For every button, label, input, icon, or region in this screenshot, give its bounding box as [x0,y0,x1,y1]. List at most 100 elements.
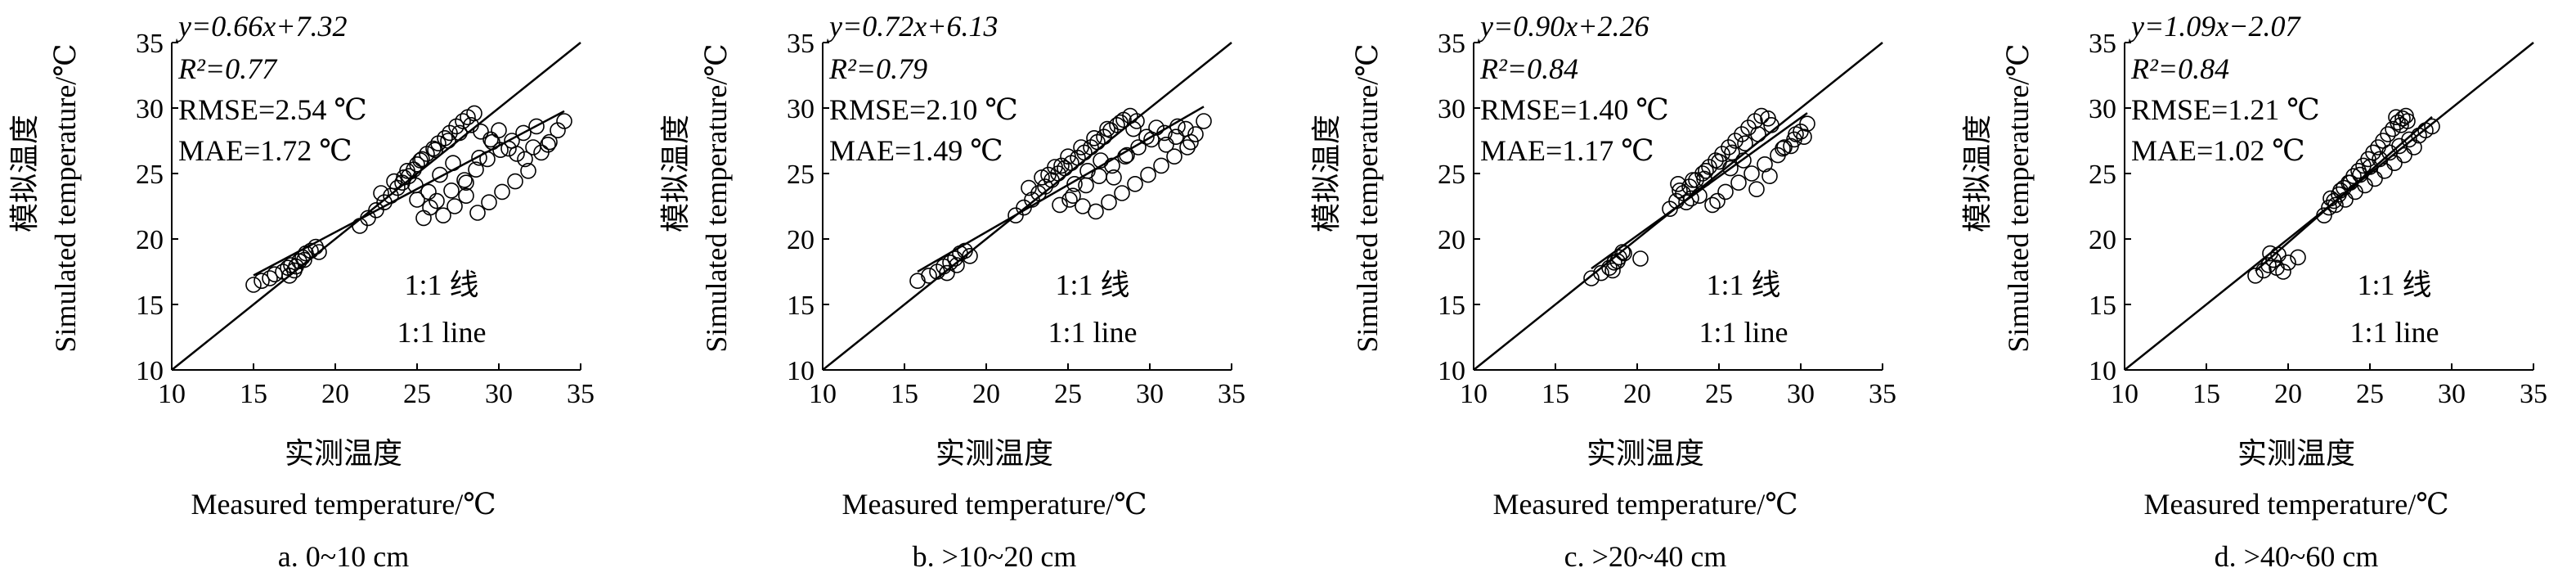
data-point [435,207,451,224]
data-point [1721,139,1737,156]
data-point [1704,196,1721,214]
x-tick-label: 20 [972,379,1000,409]
data-point [1091,168,1107,184]
x-tick-label: 20 [1623,379,1651,409]
data-point [414,151,430,168]
data-point [311,244,327,260]
x-tick-label: 30 [485,379,513,409]
data-point [442,124,458,142]
data-point [500,140,517,157]
data-point [1709,192,1726,210]
r-squared-label: R²=0.77 [177,52,278,85]
y-tick-label: 30 [787,94,815,124]
data-point [909,273,926,290]
x-axis-label-en: Measured temperature/℃ [841,488,1147,521]
data-point [939,264,955,282]
data-point [2327,196,2344,214]
data-point [1601,259,1618,277]
data-point [2401,131,2417,148]
data-point [520,163,536,179]
chart-panel-3: 10 15 20 25 30 35 10 15 20 25 30 35 y=0.90x+2.26 R²=0… [1310,10,1896,573]
data-point [957,242,973,259]
data-point [2290,249,2306,266]
data-point [1688,172,1704,188]
data-point [1125,120,1142,137]
data-point [1761,168,1778,184]
data-point [1750,126,1766,142]
x-tick-label: 10 [2111,379,2138,409]
data-point [1583,270,1600,286]
data-point [1156,124,1173,142]
data-point [1724,144,1740,161]
data-point [451,124,468,142]
data-point [1169,118,1186,135]
y-tick-label: 10 [1438,356,1465,386]
regression-equation: y=0.90x+2.26 [1478,10,1649,43]
data-point [1614,244,1631,260]
y-axis-label-cn: 模拟温度 [1310,115,1343,232]
data-point [1796,128,1812,145]
data-point [541,133,558,151]
data-point [458,187,474,204]
rmse-label: RMSE=2.54 ℃ [178,93,367,126]
data-point [1129,113,1145,129]
data-point [2352,166,2368,183]
data-point [525,139,541,156]
data-point [1106,169,1122,186]
panel-caption: d. >40~60 cm [2215,540,2379,573]
data-point [1593,264,1609,282]
x-tick-label: 30 [1787,379,1815,409]
data-point [504,133,520,149]
data-point [1737,135,1753,151]
mae-label: MAE=1.72 ℃ [178,134,352,167]
data-point [1714,146,1730,162]
data-point [422,199,438,216]
data-point [468,161,484,178]
y-tick-label: 30 [136,94,164,124]
y-tick-label: 10 [2089,356,2116,386]
data-point [1114,185,1130,201]
x-tick-label: 25 [2356,379,2384,409]
data-point [432,166,448,183]
data-point [1040,166,1057,183]
x-tick-label: 25 [1705,379,1733,409]
data-point [471,150,487,166]
data-point [1604,262,1621,279]
data-point [1748,181,1765,197]
data-point [1691,187,1708,204]
data-point [1722,160,1739,177]
regression-equation: y=0.72x+6.13 [827,10,999,43]
line-legend-cn: 1:1 线 [1706,268,1780,301]
data-point [1187,126,1204,142]
data-point [1783,137,1799,155]
data-point [1683,190,1699,207]
data-point [307,238,324,255]
data-point [1696,170,1712,187]
x-tick-label: 15 [891,379,918,409]
line-legend-en: 1:1 line [1699,316,1788,349]
data-point [1757,156,1773,173]
data-point [473,124,489,140]
data-point [1061,192,1078,208]
data-point [2396,146,2412,164]
data-point [2280,254,2296,271]
data-point [2406,139,2422,156]
data-point [1130,139,1147,156]
data-point [1196,113,1212,129]
panel-caption: a. 0~10 cm [278,540,409,573]
data-point [1678,194,1694,210]
data-point [1088,203,1104,220]
data-point [288,258,304,275]
data-point [2322,190,2339,207]
x-tick-label: 20 [321,379,349,409]
data-point [2316,207,2332,224]
r-squared-label: R²=0.84 [1479,52,1578,85]
data-point [1073,139,1089,156]
data-point [440,133,456,149]
data-point [1166,148,1183,165]
data-point [447,198,463,214]
regression-line [1591,112,1808,270]
data-point [1053,157,1070,174]
data-point [1735,152,1752,169]
x-tick-label: 15 [1542,379,1569,409]
